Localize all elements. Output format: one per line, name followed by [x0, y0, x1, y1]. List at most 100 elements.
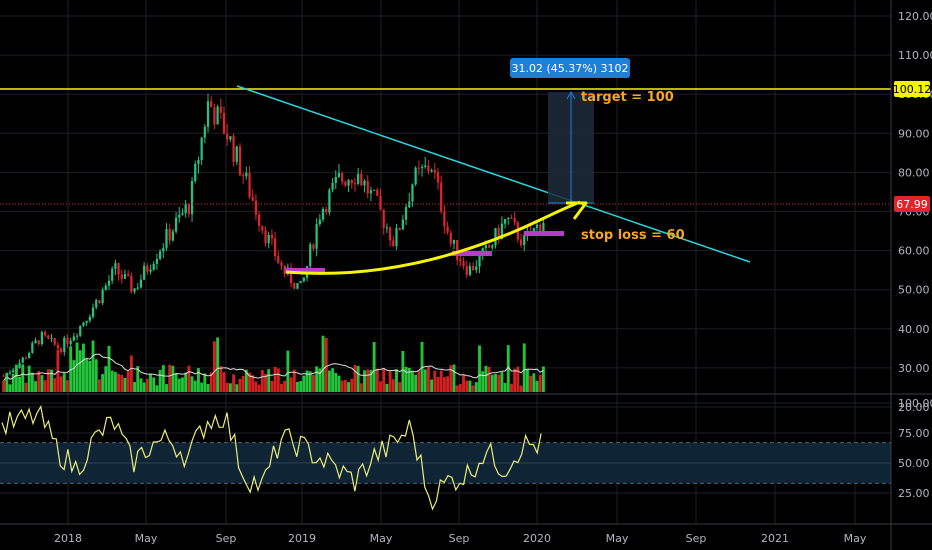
volume-bar: [506, 345, 510, 392]
cup-arc[interactable]: [285, 200, 581, 275]
volume-bar: [257, 384, 261, 392]
volume-bar: [299, 381, 303, 392]
volume-bar: [321, 335, 325, 392]
candle-body: [337, 173, 341, 177]
candle-body: [542, 222, 545, 233]
descending-trendline[interactable]: [236, 85, 751, 263]
projection-label: 31.02 (45.37%) 3102: [511, 62, 628, 75]
price-tick-label: 50.00: [898, 284, 930, 297]
candle-body: [12, 370, 15, 373]
candle-body: [382, 209, 385, 228]
volume-bar: [490, 374, 494, 392]
candle-body: [315, 224, 318, 249]
volume-bar: [446, 376, 450, 392]
projection-badge: [510, 58, 630, 78]
volume-bar: [75, 342, 79, 392]
volume-bar: [280, 383, 283, 392]
target-price-label: 100.12: [893, 83, 932, 96]
volume-bar: [375, 368, 379, 392]
candle-body: [270, 234, 274, 239]
volume-bar: [24, 382, 28, 392]
price-tick-label: 20.00: [898, 401, 930, 414]
candle-body: [213, 107, 216, 125]
volume-bar: [8, 384, 12, 392]
time-tick-label: 2021: [761, 532, 789, 545]
time-tick-label: Sep: [216, 532, 237, 545]
volume-bar: [433, 370, 437, 392]
candle-body: [146, 265, 149, 272]
candle-body: [357, 173, 360, 184]
volume-bar: [302, 375, 306, 392]
candle-body: [206, 101, 210, 127]
volume-bar: [171, 365, 175, 392]
volume-bar: [471, 385, 475, 392]
candle-body: [44, 331, 47, 336]
volume-bar: [519, 385, 523, 392]
candle-body: [133, 288, 136, 292]
candle-body: [446, 226, 449, 233]
candle-body: [210, 101, 213, 108]
candle-body: [187, 204, 190, 215]
time-tick-label: Sep: [686, 532, 707, 545]
volume-bar: [53, 378, 57, 392]
candle-body: [487, 245, 491, 248]
volume-bar: [337, 375, 341, 392]
volume-bar: [411, 371, 414, 392]
support-marker-2: [452, 251, 492, 256]
price-axis[interactable]: 120.00110.00100.0090.0080.0070.0060.0050…: [898, 10, 932, 414]
support-marker-3: [524, 231, 564, 236]
volume-bar: [104, 366, 108, 392]
candle-body: [312, 244, 315, 249]
candle-body: [21, 357, 24, 363]
volume-bar: [331, 368, 335, 392]
volume-bar: [327, 370, 331, 392]
volume-bar: [439, 370, 443, 392]
candle-body: [101, 289, 104, 304]
candle-body: [360, 173, 363, 186]
candle-body: [158, 251, 162, 259]
candle-body: [366, 180, 369, 194]
volume-bar: [225, 382, 229, 392]
price-tick-label: 120.00: [898, 10, 932, 23]
candle-body: [28, 352, 31, 359]
volume-bar: [101, 374, 105, 392]
volume-bar: [129, 355, 133, 392]
candle-body: [98, 300, 101, 304]
price-tick-label: 40.00: [898, 323, 930, 336]
candle-body: [254, 200, 258, 215]
candle-body: [251, 196, 254, 201]
candle-body: [130, 275, 133, 292]
volume-bar: [248, 372, 251, 392]
candle-body: [59, 348, 63, 353]
volume-bar: [251, 375, 255, 392]
candle-body: [15, 368, 18, 371]
volume-bar: [484, 365, 488, 392]
candle-body: [104, 285, 107, 290]
time-tick-label: 2019: [288, 532, 316, 545]
candle-body: [500, 223, 503, 240]
candle-body: [280, 262, 283, 266]
rsi-axis[interactable]: 100.00 75.00 50.00 25.00: [898, 397, 932, 500]
volume-bar: [510, 383, 513, 392]
price-tick-label: 90.00: [898, 127, 930, 140]
time-axis[interactable]: 2018 May Sep 2019 May Sep 2020 May Sep 2021 May: [54, 532, 867, 545]
volume-bar: [391, 379, 395, 392]
price-tick-label: 80.00: [898, 166, 930, 179]
candle-body: [293, 283, 296, 289]
candle-body: [379, 195, 382, 210]
volume-bar: [356, 365, 360, 392]
candle-body: [258, 214, 261, 226]
volume-bar: [136, 366, 140, 392]
volume-bar: [264, 373, 267, 392]
candle-body: [325, 208, 328, 213]
candle-body: [318, 219, 321, 225]
volume-bar: [85, 359, 89, 392]
candle-body: [484, 245, 488, 249]
candle-body: [494, 228, 497, 246]
candle-body: [321, 208, 325, 220]
volume-bar: [206, 383, 210, 392]
volume-bar: [315, 366, 319, 392]
candle-body: [120, 274, 123, 279]
candle-body: [267, 234, 270, 244]
